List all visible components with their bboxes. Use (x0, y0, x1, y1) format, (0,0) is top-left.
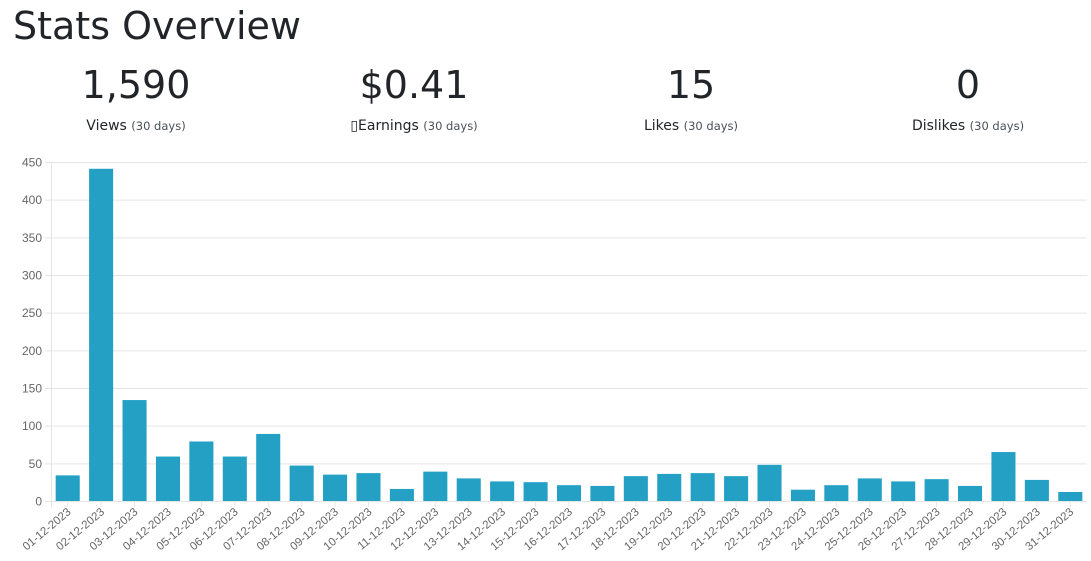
bar (891, 481, 916, 501)
bar (256, 433, 281, 501)
bar (55, 475, 80, 501)
bar (356, 473, 381, 501)
stat-value: $0.41 (359, 63, 469, 107)
bar (122, 400, 147, 501)
stats-row: 1,590 Views (30 days) $0.41 ▯Earnings (3… (0, 62, 1091, 142)
bar (590, 485, 615, 501)
stat-period: (30 days) (423, 119, 478, 133)
y-tick-label: 350 (22, 231, 42, 245)
stat-label: Likes (30 days) (561, 118, 821, 134)
y-tick-label: 400 (22, 193, 42, 207)
bar (222, 456, 247, 501)
stat-dislikes: 0 Dislikes (30 days) (838, 62, 1091, 134)
bar (189, 441, 214, 501)
stat-label: Views (30 days) (6, 118, 266, 134)
bar (323, 474, 348, 501)
y-tick-label: 100 (22, 419, 42, 433)
stat-period: (30 days) (969, 119, 1025, 133)
stat-period: (30 days) (131, 119, 186, 133)
stat-views: 1,590 Views (30 days) (6, 62, 266, 134)
stat-label-text: Likes (643, 118, 680, 134)
y-tick-label: 200 (22, 344, 42, 358)
bar (790, 489, 815, 501)
bar (1024, 479, 1049, 501)
views-bar-chart: 05010015020025030035040045001-12-202302-… (21, 156, 1087, 553)
bar (423, 471, 448, 501)
bar (857, 478, 882, 501)
stat-label: ▯Earnings (30 days) (284, 118, 544, 134)
stat-value: 15 (666, 63, 716, 107)
bar (958, 485, 983, 501)
bar (924, 479, 949, 501)
bar (724, 476, 749, 501)
y-tick-label: 250 (22, 306, 42, 320)
bar (456, 478, 481, 501)
bar (89, 168, 114, 501)
y-tick-label: 150 (22, 382, 42, 396)
bar (490, 481, 515, 501)
stat-label-text: Earnings (358, 118, 419, 134)
bar (556, 485, 582, 501)
bar (623, 476, 648, 501)
stat-earnings: $0.41 ▯Earnings (30 days) (284, 62, 544, 134)
bar (523, 482, 548, 501)
bar (289, 465, 314, 501)
stat-period: (30 days) (683, 119, 739, 133)
bar (690, 473, 715, 501)
stat-value: 1,590 (81, 63, 191, 107)
stat-likes: 15 Likes (30 days) (561, 62, 821, 134)
y-tick-label: 450 (22, 156, 42, 170)
y-tick-label: 300 (22, 269, 42, 283)
bar (1058, 491, 1083, 501)
bar (991, 452, 1016, 501)
stat-label: Dislikes (30 days) (838, 118, 1091, 134)
bar (389, 488, 414, 501)
bar (824, 485, 849, 501)
y-tick-label: 0 (35, 495, 42, 509)
stat-label-text: Views (86, 118, 127, 134)
stat-label-text: Dislikes (911, 118, 966, 134)
earnings-icon: ▯ (350, 118, 359, 134)
stat-value: 0 (955, 63, 981, 107)
bar (155, 456, 180, 501)
y-tick-label: 50 (29, 457, 43, 471)
bar (657, 473, 682, 501)
bar (757, 464, 782, 501)
page-title: Stats Overview (13, 4, 301, 48)
